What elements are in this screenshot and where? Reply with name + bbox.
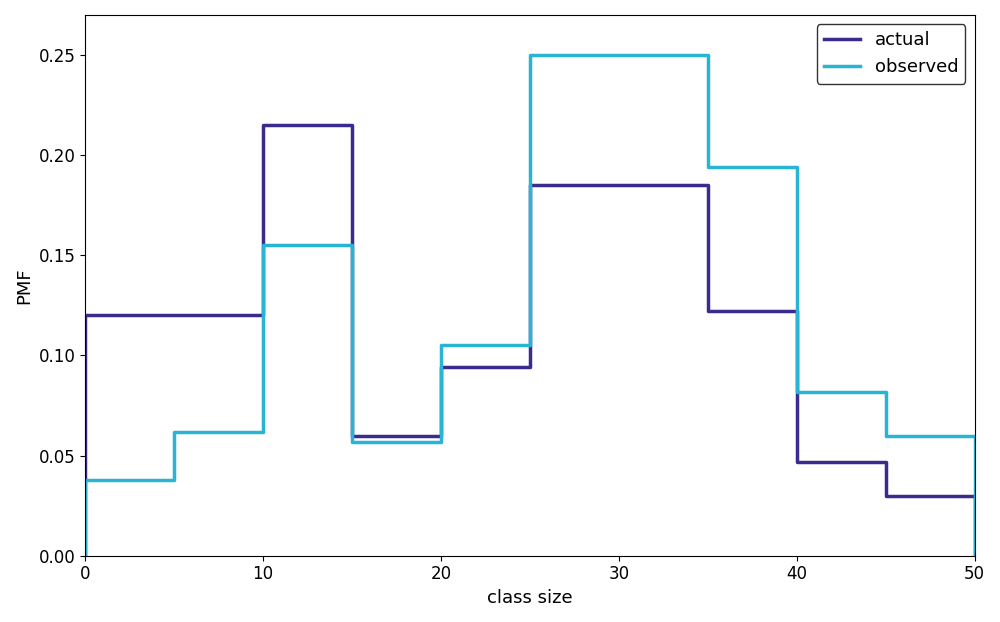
observed: [880, 388, 892, 395]
actual: [968, 492, 980, 499]
observed: [524, 341, 536, 349]
actual: [435, 432, 447, 439]
actual: [346, 432, 358, 439]
observed: [613, 52, 625, 59]
observed: [435, 438, 447, 445]
actual: [880, 492, 892, 499]
observed: [346, 438, 358, 445]
observed: [168, 428, 180, 435]
observed: [257, 241, 269, 249]
actual: [79, 552, 91, 559]
observed: [880, 432, 892, 439]
actual: [880, 458, 892, 465]
observed: [79, 552, 91, 559]
actual: [257, 121, 269, 129]
actual: [613, 182, 625, 189]
observed: [702, 52, 714, 59]
actual: [702, 182, 714, 189]
observed: [613, 52, 625, 59]
observed: [524, 52, 536, 59]
Line: observed: observed: [85, 55, 974, 555]
observed: [968, 552, 980, 559]
actual: [791, 458, 803, 465]
observed: [257, 428, 269, 435]
actual: [79, 312, 91, 319]
observed: [435, 341, 447, 349]
actual: [524, 182, 536, 189]
observed: [791, 164, 803, 171]
X-axis label: class size: class size: [487, 589, 573, 607]
actual: [791, 308, 803, 315]
observed: [79, 476, 91, 483]
actual: [613, 182, 625, 189]
actual: [346, 121, 358, 129]
Line: actual: actual: [85, 125, 974, 555]
actual: [435, 364, 447, 371]
actual: [257, 312, 269, 319]
actual: [968, 552, 980, 559]
observed: [702, 164, 714, 171]
observed: [346, 241, 358, 249]
Legend: actual, observed: actual, observed: [817, 24, 965, 83]
Y-axis label: PMF: PMF: [15, 267, 33, 304]
observed: [168, 476, 180, 483]
actual: [168, 312, 180, 319]
actual: [524, 364, 536, 371]
observed: [791, 388, 803, 395]
actual: [702, 308, 714, 315]
observed: [968, 432, 980, 439]
actual: [168, 312, 180, 319]
